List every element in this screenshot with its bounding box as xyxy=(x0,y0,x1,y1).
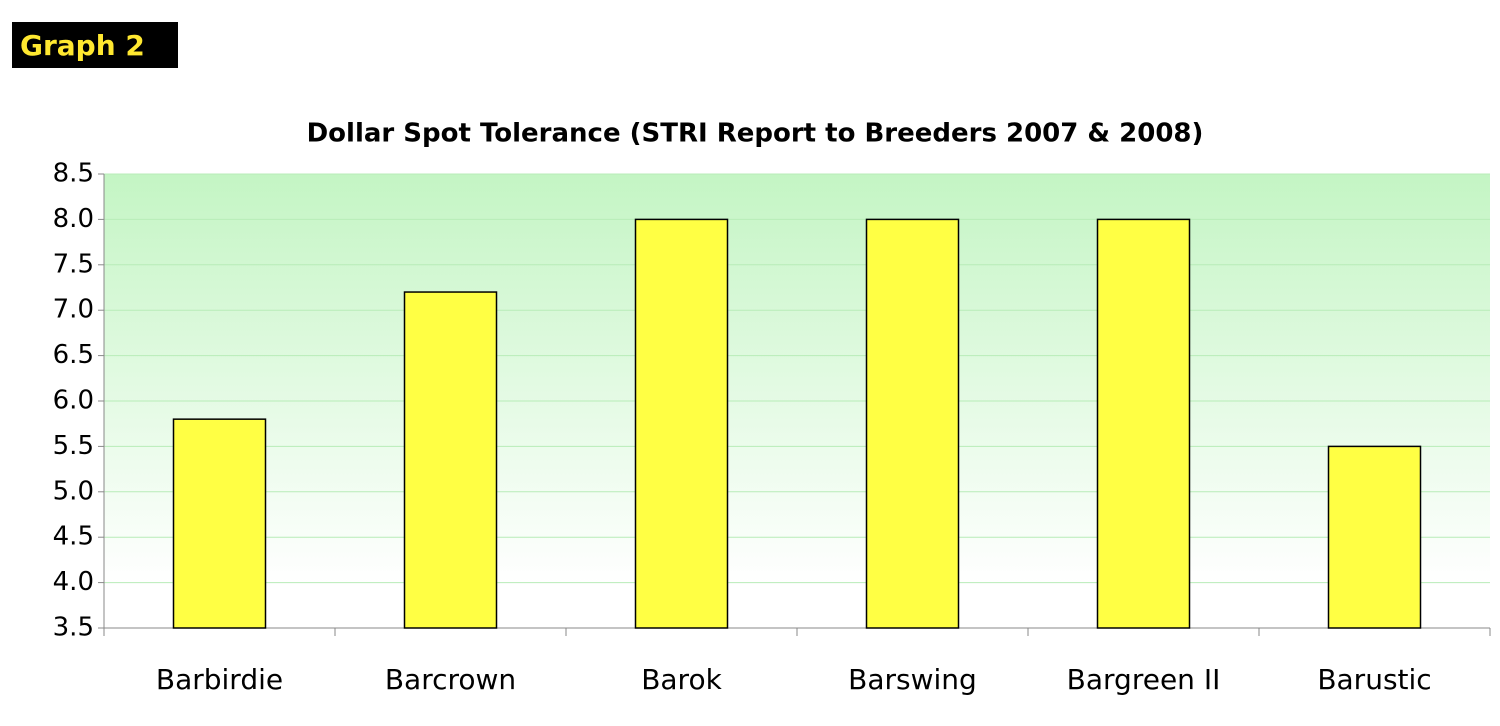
x-tick-label: Barustic xyxy=(1317,663,1431,696)
bar xyxy=(1327,445,1422,629)
y-tick-label: 5.0 xyxy=(53,476,94,506)
x-tick-label: Barok xyxy=(641,663,722,696)
badge: Graph 2 xyxy=(20,29,145,62)
bar xyxy=(172,418,267,629)
badge-box xyxy=(12,22,178,68)
y-tick-label: 4.5 xyxy=(53,522,94,552)
chart-title: Dollar Spot Tolerance (STRI Report to Br… xyxy=(307,119,1204,149)
x-tick-label: Barswing xyxy=(848,663,977,696)
y-tick-label: 6.5 xyxy=(53,340,94,370)
x-tick-label: Bargreen II xyxy=(1067,663,1221,696)
bar xyxy=(634,218,729,629)
x-tick-label: Barbirdie xyxy=(156,663,283,696)
bar xyxy=(1096,218,1191,629)
y-tick-label: 7.5 xyxy=(53,249,94,279)
y-tick-label: 6.0 xyxy=(53,386,94,416)
bar xyxy=(403,291,498,629)
y-tick-label: 4.0 xyxy=(53,567,94,597)
y-tick-label: 7.0 xyxy=(53,295,94,325)
plot-background xyxy=(104,174,1490,583)
x-tick-label: Barcrown xyxy=(385,663,516,696)
bar xyxy=(865,218,960,629)
y-tick-label: 5.5 xyxy=(53,431,94,461)
y-tick-label: 3.5 xyxy=(53,613,94,643)
y-tick-label: 8.0 xyxy=(53,204,94,234)
y-tick-label: 8.5 xyxy=(53,159,94,189)
